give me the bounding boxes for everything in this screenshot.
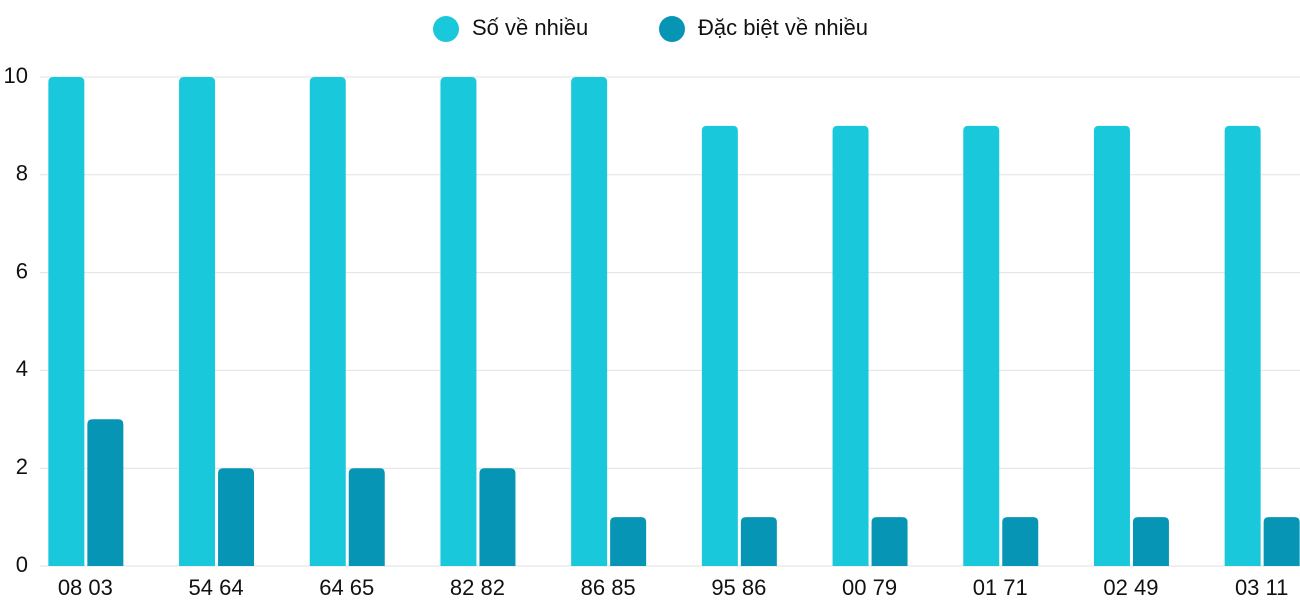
bar: [701, 125, 738, 567]
y-tick-label: 6: [16, 258, 28, 283]
bar: [348, 468, 385, 566]
bar: [571, 77, 608, 566]
bar: [610, 517, 647, 566]
x-tick-label: 86 85: [581, 575, 636, 600]
bar: [48, 77, 85, 566]
x-tick-label: 82 82: [450, 575, 505, 600]
bar: [1132, 517, 1169, 566]
y-tick-label: 8: [16, 161, 28, 186]
legend-label: Đặc biệt về nhiều: [698, 15, 868, 40]
bar: [440, 77, 477, 566]
bar: [309, 77, 346, 566]
bar: [218, 468, 255, 566]
y-tick-label: 2: [16, 454, 28, 479]
x-tick-label: 95 86: [711, 575, 766, 600]
y-tick-label: 4: [16, 356, 28, 381]
x-tick-label: 02 49: [1103, 575, 1158, 600]
x-tick-label: 01 71: [973, 575, 1028, 600]
bar: [963, 125, 1000, 567]
bar: [479, 468, 516, 566]
bar: [740, 517, 777, 566]
x-tick-label: 08 03: [58, 575, 113, 600]
bar: [87, 419, 124, 566]
bar: [179, 77, 216, 566]
legend-swatch: [659, 16, 685, 42]
bar: [871, 517, 908, 566]
bar: [1002, 517, 1039, 566]
y-tick-label: 10: [4, 63, 28, 88]
x-tick-label: 64 65: [319, 575, 374, 600]
x-tick-label: 54 64: [189, 575, 244, 600]
x-tick-label: 00 79: [842, 575, 897, 600]
x-tick-label: 03 11: [1235, 575, 1288, 600]
bar: [832, 125, 869, 567]
bar: [1224, 125, 1261, 567]
bar: [1263, 517, 1300, 566]
bar: [1093, 125, 1130, 567]
y-tick-label: 0: [16, 552, 28, 577]
legend-swatch: [433, 16, 459, 42]
legend-label: Số về nhiều: [472, 15, 588, 40]
